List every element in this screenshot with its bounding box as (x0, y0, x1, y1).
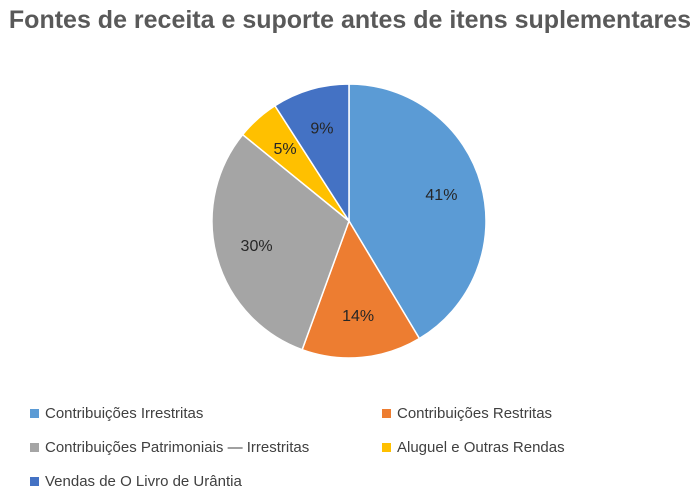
legend-item-contribuicoes-irrestritas: Contribuições Irrestritas (30, 405, 203, 422)
legend-label: Contribuições Irrestritas (45, 405, 204, 422)
pie-slice-contribuicoes-restritas (301, 219, 421, 359)
legend-swatch (30, 477, 39, 486)
legend-item-aluguel-outras-rendas: Aluguel e Outras Rendas (382, 439, 565, 456)
legend-swatch (30, 409, 39, 418)
legend-label: Vendas de O Livro de Urântia (45, 473, 242, 490)
data-label-contribuicoes-patrimoniais-irrestritas: 30% (241, 238, 273, 255)
pie-slice-vendas-de-o-livro-de-urantia (273, 83, 350, 224)
legend-item-contribuicoes-patrimoniais: Contribuições Patrimoniais — Irrestritas (30, 439, 309, 456)
legend-item-vendas-livro-urantia: Vendas de O Livro de Urântia (30, 473, 242, 490)
pie-chart: 41% 14% 30% 5% 9% (211, 83, 487, 359)
legend-item-contribuicoes-restritas: Contribuições Restritas (382, 405, 552, 422)
pie-slice-contribuicoes-irrestritas (348, 83, 487, 340)
legend-swatch (30, 443, 39, 452)
data-label-aluguel-e-outras-rendas: 5% (273, 141, 296, 158)
pie-slice-contribuicoes-patrimoniais-irrestritas (211, 133, 350, 351)
legend-label: Contribuições Restritas (397, 405, 553, 422)
data-label-contribuicoes-irrestritas: 41% (425, 187, 457, 204)
chart-title: Fontes de receita e suporte antes de ite… (8, 6, 692, 34)
data-label-vendas-de-o-livro-de-urantia: 9% (310, 120, 333, 137)
legend-swatch (382, 409, 391, 418)
legend-swatch (382, 443, 391, 452)
legend-label: Contribuições Patrimoniais — Irrestritas (45, 439, 310, 456)
legend-label: Aluguel e Outras Rendas (397, 439, 565, 456)
data-label-contribuicoes-restritas: 14% (342, 308, 374, 325)
